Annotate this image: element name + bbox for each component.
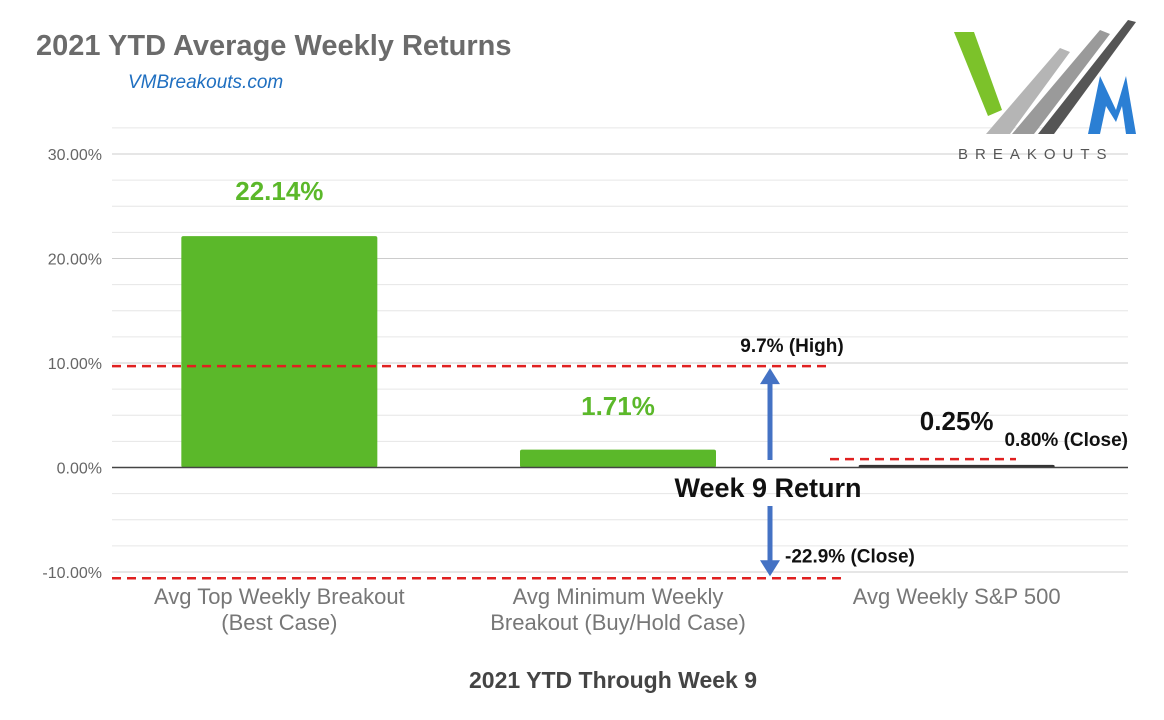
x-axis-title: 2021 YTD Through Week 9	[469, 667, 757, 693]
annotation-week9-return: Week 9 Return	[674, 473, 861, 503]
y-tick-label: 30.00%	[48, 147, 102, 164]
bar-2	[520, 449, 716, 468]
y-tick-label: 10.00%	[48, 356, 102, 373]
x-category-label: Avg Weekly S&P 500	[853, 584, 1061, 609]
y-tick-label: 0.00%	[57, 461, 102, 478]
logo-v-swoosh-2	[1012, 30, 1110, 134]
x-category-label: Breakout (Buy/Hold Case)	[490, 610, 746, 635]
bar-data-label-1: 22.14%	[235, 176, 323, 206]
bar-data-label-2: 1.71%	[581, 391, 655, 421]
bar-data-label-3: 0.25%	[920, 406, 994, 436]
logo-v-left	[954, 32, 1002, 116]
x-category-label: Avg Top Weekly Breakout	[154, 584, 405, 609]
arrow-down-head	[760, 560, 780, 577]
arrow-up-head	[760, 368, 780, 385]
logo-v-swoosh-1	[986, 48, 1070, 134]
chart-title: 2021 YTD Average Weekly Returns	[36, 30, 512, 62]
y-tick-label: -10.00%	[42, 565, 102, 582]
logo-v-swoosh-3	[1038, 20, 1136, 134]
vm-breakouts-logo	[954, 20, 1136, 134]
bar-1	[181, 236, 378, 468]
x-category-label: Avg Minimum Weekly	[513, 584, 724, 609]
logo-m	[1088, 76, 1136, 134]
logo-text: BREAKOUTS	[958, 146, 1114, 163]
reference-line-label-2: 0.80% (Close)	[1004, 430, 1128, 451]
reference-line-label-3: -22.9% (Close)	[785, 546, 915, 567]
x-category-label: (Best Case)	[221, 610, 337, 635]
reference-line-label-1: 9.7% (High)	[740, 336, 843, 357]
y-tick-label: 20.00%	[48, 252, 102, 269]
chart-subtitle: VMBreakouts.com	[128, 72, 284, 93]
